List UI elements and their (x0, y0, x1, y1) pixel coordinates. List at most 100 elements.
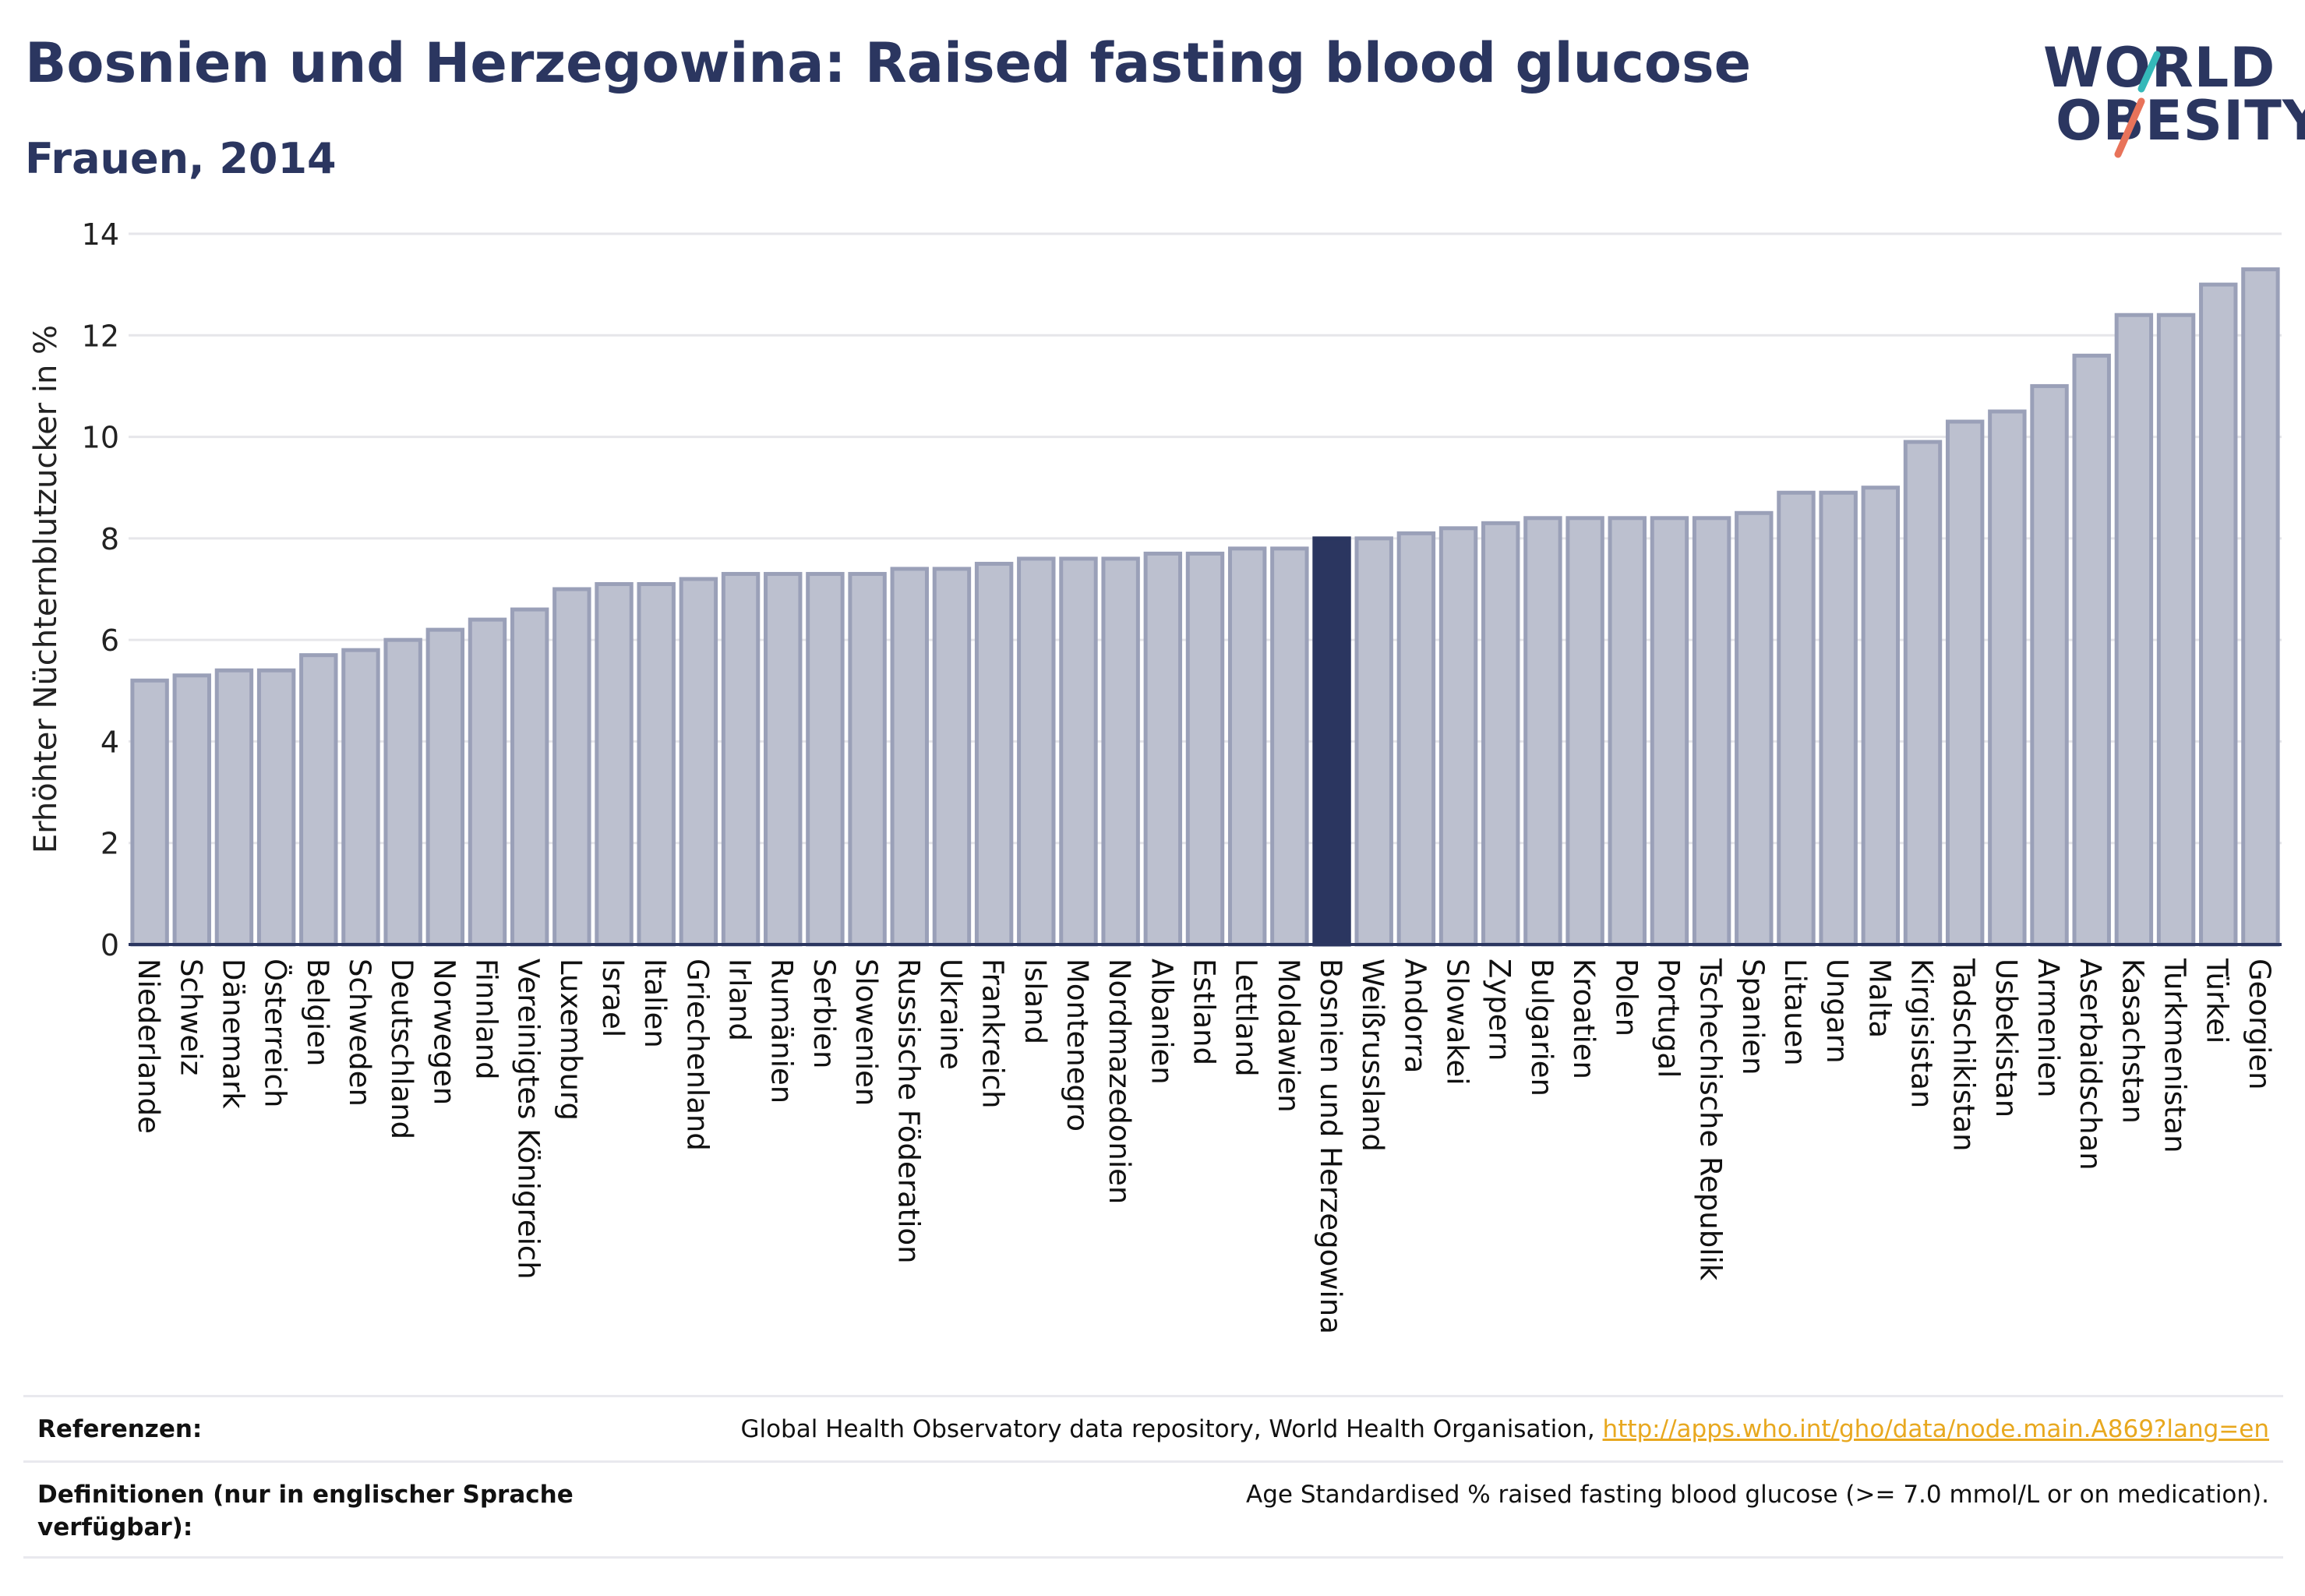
x-tick-label: Türkei (2201, 958, 2234, 1043)
x-tick-label: Portugal (1651, 959, 1685, 1078)
bar (1692, 516, 1731, 947)
bar (2030, 383, 2069, 947)
x-tick-label: Zypern (1483, 959, 1516, 1061)
bar (383, 637, 422, 947)
x-tick-label: Luxemburg (554, 959, 588, 1121)
bar (468, 617, 507, 947)
x-tick-label: Ukraine (934, 959, 967, 1070)
bar (1270, 546, 1309, 947)
bar (1227, 546, 1267, 947)
x-tick-label: Deutschland (385, 959, 418, 1139)
x-tick-label: Österreich (259, 959, 292, 1107)
references-label: Referenzen: (37, 1415, 203, 1443)
x-tick-label: Nordmazedonien (1103, 959, 1136, 1204)
bar (1059, 556, 1098, 947)
y-tick-label: 0 (101, 928, 119, 962)
bars (130, 267, 2280, 947)
x-tick-label: Finnland (470, 959, 503, 1080)
bar-chart: 0 2 4 6 8 10 12 14 Niederlande Schweiz Dänemark Ös… (28, 217, 2282, 1334)
x-tick-label: Spanien (1736, 959, 1770, 1075)
x-tick-label: Moldawien (1272, 959, 1305, 1113)
bar (256, 668, 296, 947)
bar (1185, 551, 1225, 947)
bar (1354, 536, 1393, 947)
x-tick-label: Montenegro (1061, 959, 1094, 1132)
definitions-row: Definitionen (nur in englischer Sprache … (23, 1460, 2283, 1559)
x-tick-label: Lettland (1230, 959, 1263, 1077)
bar (721, 571, 761, 947)
world-obesity-logo: WORLD OBESITY (2034, 23, 2305, 164)
bar (130, 678, 169, 947)
bar (974, 561, 1014, 947)
bar (2156, 312, 2196, 947)
bar (848, 571, 887, 947)
bar (425, 627, 465, 947)
x-tick-label: Dänemark (216, 959, 249, 1109)
references-value: Global Health Observatory data repositor… (740, 1413, 2269, 1446)
x-tick-label: Serbien (807, 959, 841, 1068)
bar-highlighted (1312, 536, 1351, 947)
references-text: Global Health Observatory data repositor… (740, 1415, 1603, 1443)
logo-text-obesity: OBESITY (2056, 89, 2305, 153)
x-tick-label: Armenien (2031, 959, 2065, 1098)
references-row: Referenzen: Global Health Observatory da… (23, 1395, 2283, 1463)
x-tick-label: Belgien (301, 959, 334, 1066)
x-tick-label: Norwegen (427, 959, 461, 1105)
x-tick-label: Estland (1188, 959, 1221, 1065)
bar (1438, 526, 1478, 947)
x-tick-label: Turkmenistan (2159, 958, 2192, 1153)
bar (1396, 531, 1436, 947)
y-tick-label: 12 (82, 319, 119, 353)
y-tick-labels: 0 2 4 6 8 10 12 14 (82, 217, 119, 962)
x-tick-label: Italien (638, 959, 672, 1048)
bar (1565, 516, 1604, 947)
x-tick-label: Ungarn (1820, 959, 1854, 1064)
bar (299, 653, 338, 947)
x-tick-label: Polen (1609, 959, 1643, 1036)
y-tick-label: 14 (82, 217, 119, 252)
x-tick-label: Albanien (1145, 959, 1178, 1085)
bar (1988, 409, 2027, 947)
bar (341, 648, 380, 947)
bar (214, 668, 254, 947)
x-tick-label: Schweiz (174, 959, 207, 1075)
x-tick-label: Georgien (2243, 959, 2276, 1090)
x-tick-label: Weißrussland (1356, 959, 1389, 1152)
bar (1861, 486, 1901, 947)
x-tick-label: Slowenien (849, 959, 883, 1106)
references-link[interactable]: http://apps.who.int/gho/data/node.main.A… (1602, 1415, 2269, 1443)
x-tick-label: Schweden (343, 959, 376, 1107)
chart-title: Bosnien und Herzegowina: Raised fasting … (25, 31, 1752, 95)
x-tick-label: Kasachstan (2116, 959, 2149, 1124)
bar (1777, 490, 1816, 947)
bar (510, 607, 549, 947)
x-tick-label: Kirgisistan (1905, 959, 1939, 1108)
x-tick-label: Malta (1862, 959, 1896, 1038)
bar (1735, 510, 1774, 947)
bar (1608, 516, 1647, 947)
bar (1143, 551, 1183, 947)
bar (172, 673, 211, 947)
bar (806, 571, 845, 947)
bar (932, 567, 972, 947)
bar (2241, 267, 2280, 947)
bar (1903, 440, 1943, 947)
bar (764, 571, 803, 947)
y-tick-label: 4 (101, 725, 119, 759)
bar (1819, 490, 1858, 947)
y-axis-title: Erhöhter Nüchternblutzucker in % (28, 325, 64, 853)
x-tick-label: Usbekistan (1989, 959, 2023, 1118)
bar (1523, 516, 1562, 947)
bar (1650, 516, 1689, 947)
definitions-value: Age Standardised % raised fasting blood … (1246, 1481, 2269, 1509)
chart-subtitle: Frauen, 2014 (25, 134, 337, 183)
bar (890, 567, 929, 947)
x-tick-label: Israel (596, 959, 630, 1037)
x-tick-label: Rumänien (765, 959, 799, 1103)
y-tick-label: 6 (101, 623, 119, 658)
y-tick-label: 2 (101, 827, 119, 861)
logo-slash-icon (2114, 51, 2161, 158)
x-tick-label: Bosnien und Herzegowina (1314, 959, 1347, 1334)
x-tick-label: Litauen (1778, 959, 1812, 1066)
x-tick-label: Tschechische Republik (1694, 958, 1728, 1281)
